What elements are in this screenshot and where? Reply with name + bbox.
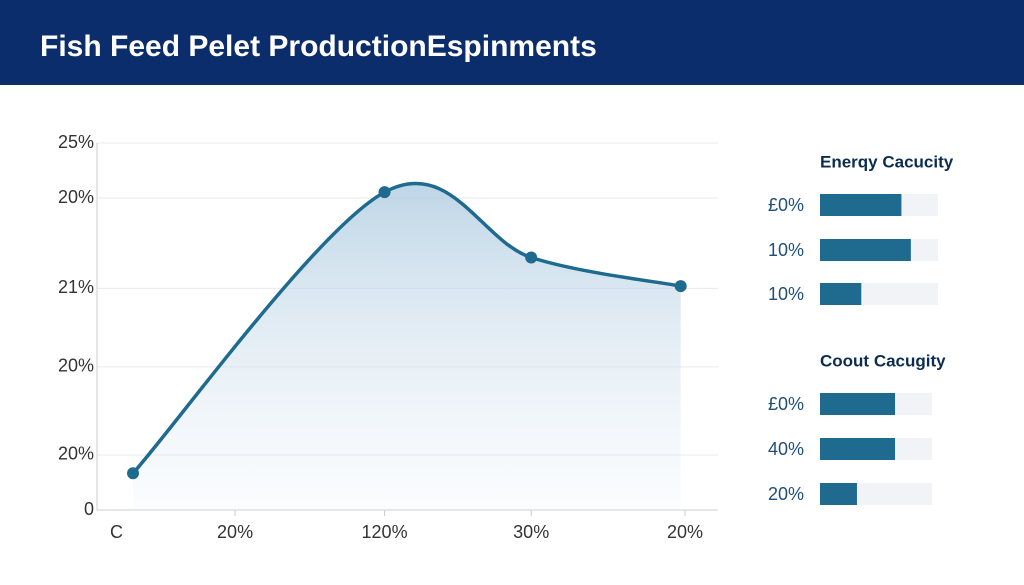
bar (820, 239, 911, 261)
y-tick-label: 25% (58, 132, 94, 152)
bar-label: £0% (768, 195, 804, 215)
panel-title: Coout Cacugity (820, 351, 946, 370)
y-tick-label: 20% (58, 187, 94, 207)
bar-label: 40% (768, 439, 804, 459)
bar (820, 194, 902, 216)
area (133, 183, 681, 510)
x-tick-label: 120% (362, 522, 408, 542)
bar-label: 10% (768, 240, 804, 260)
bar (820, 393, 896, 415)
header-band (0, 0, 1024, 85)
y-tick-label: 0 (84, 499, 94, 519)
point (378, 186, 391, 199)
x-tick-label: 20% (667, 522, 703, 542)
panel-title: Enerqy Cacucity (820, 152, 954, 171)
bar (820, 438, 896, 460)
line (131, 181, 682, 475)
bar-label: 20% (768, 484, 804, 504)
point (525, 251, 538, 264)
x-tick-label: 30% (513, 522, 549, 542)
point (674, 280, 687, 293)
y-tick-label: 21% (58, 277, 94, 297)
bar-label: 10% (768, 284, 804, 304)
point (127, 467, 139, 480)
page-title: Fish Feed Pelet ProductionEspinments (40, 30, 597, 63)
y-tick-label: 20% (58, 356, 94, 376)
bar-label: £0% (768, 394, 804, 414)
x-tick-label: C (110, 522, 123, 542)
bar (820, 283, 862, 305)
x-tick-label: 20% (217, 522, 253, 542)
y-tick-label: 20% (58, 444, 94, 464)
bar (820, 483, 857, 505)
